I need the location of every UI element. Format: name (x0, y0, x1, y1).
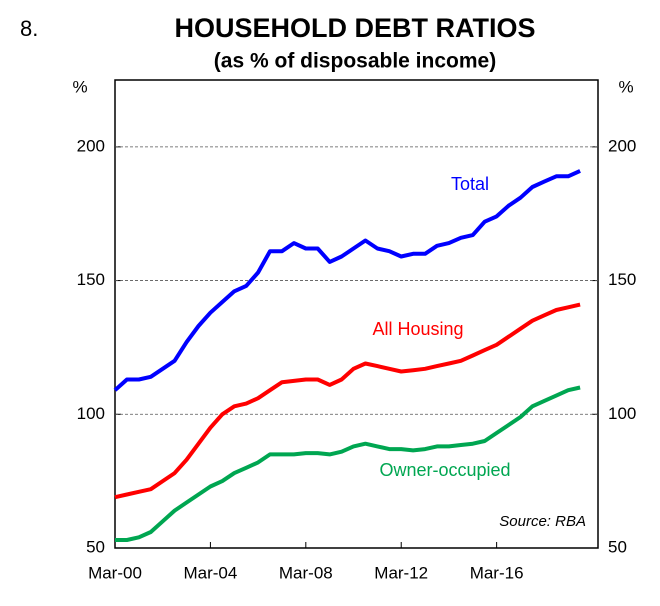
source-note: Source: RBA (499, 513, 586, 530)
y-tick-label: 200 (77, 136, 105, 155)
series-label: Total (451, 174, 489, 194)
x-tick-label: Mar-08 (279, 563, 333, 582)
x-tick-label: Mar-04 (183, 563, 237, 582)
y-tick-label: 150 (77, 270, 105, 289)
x-tick-label: Mar-16 (470, 563, 524, 582)
y-tick-label: 100 (77, 404, 105, 423)
figure-number: 8. (20, 16, 38, 41)
series-line (115, 385, 581, 542)
y-unit: % (72, 77, 87, 96)
x-tick-label: Mar-12 (374, 563, 428, 582)
chart-subtitle: (as % of disposable income) (214, 50, 496, 73)
x-tick-label: Mar-00 (88, 563, 142, 582)
chart-title: HOUSEHOLD DEBT RATIOS (174, 13, 535, 43)
series-line (114, 302, 581, 500)
y2-tick-label: 50 (608, 537, 627, 556)
plot-frame (114, 79, 599, 549)
y2-unit: % (618, 77, 633, 96)
series-label: Owner-occupied (379, 460, 510, 480)
y2-tick-label: 150 (608, 270, 636, 289)
y2-tick-label: 200 (608, 136, 636, 155)
series-line (113, 169, 581, 392)
y2-tick-label: 100 (608, 404, 636, 423)
series-label: All Housing (372, 319, 463, 339)
y-tick-label: 50 (86, 537, 105, 556)
